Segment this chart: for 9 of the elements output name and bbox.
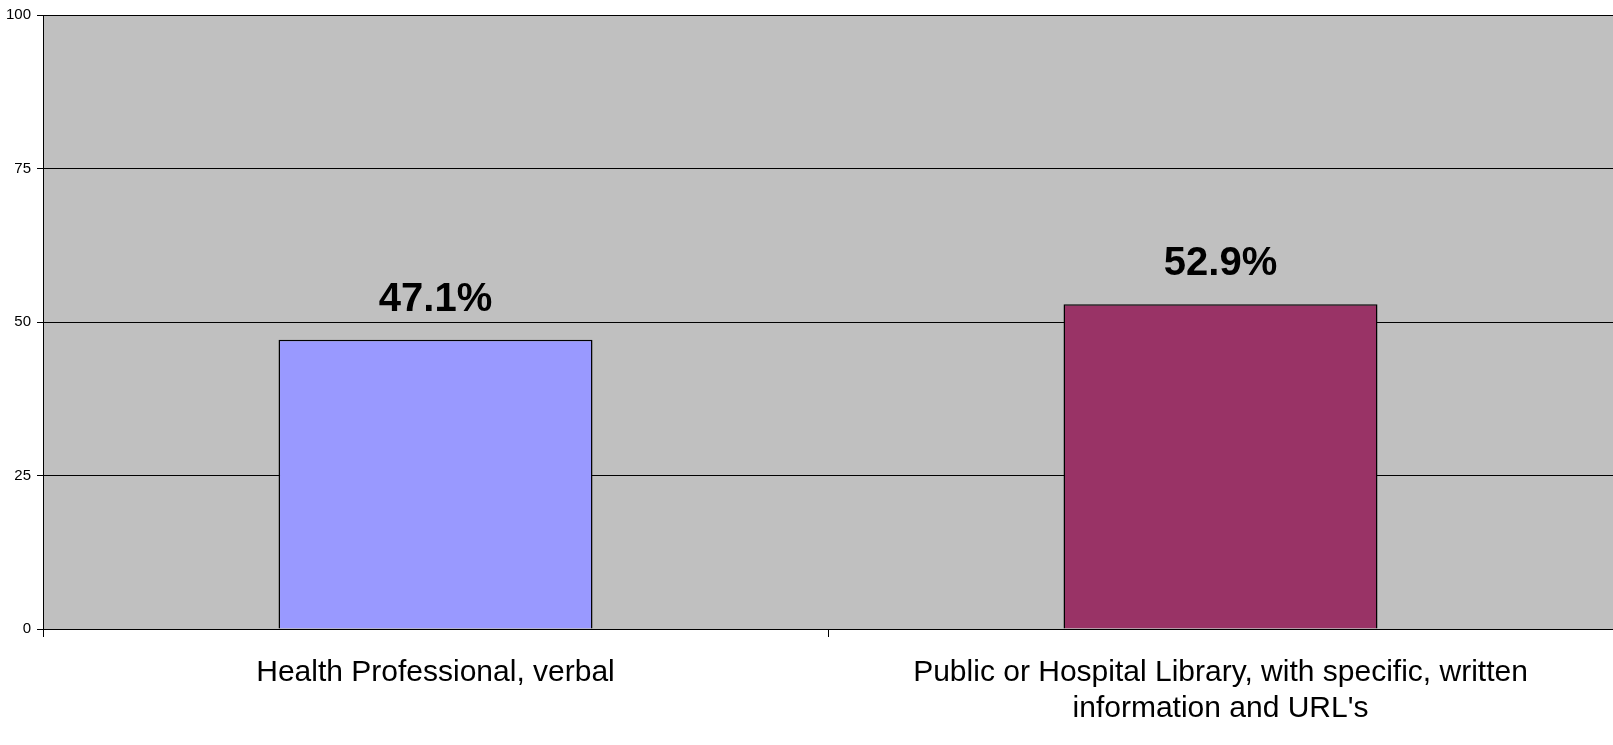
y-tick-label: 100 <box>6 5 32 23</box>
x-tick-label: Public or Hospital Library, with specific, written information and URL's <box>913 654 1528 724</box>
y-tick-label: 75 <box>14 158 32 176</box>
y-tick-label: 50 <box>14 312 32 330</box>
data-label: 47.1% <box>378 274 493 319</box>
y-tick-label: 0 <box>22 619 32 637</box>
y-tick-label: 25 <box>14 465 32 483</box>
data-label: 52.9% <box>1163 239 1278 284</box>
x-tick-label: Health Professional, verbal <box>256 654 615 688</box>
